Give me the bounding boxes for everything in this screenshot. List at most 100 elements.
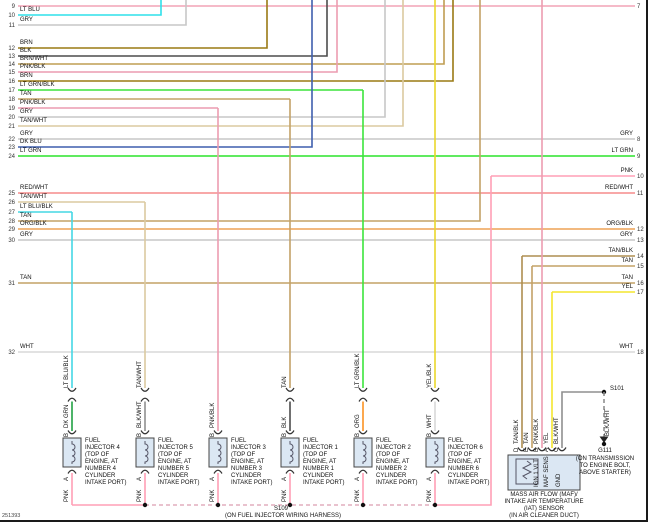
maf-title: (IN AIR CLEANER DUCT) bbox=[509, 513, 579, 519]
ground-wire-label: BLK/WHT bbox=[605, 409, 611, 436]
ground-arrow-icon bbox=[599, 436, 609, 443]
left-pin-number-11: 11 bbox=[8, 23, 15, 29]
injector-1-name: FUEL bbox=[158, 438, 174, 444]
maf-internal-label: GND bbox=[556, 473, 562, 487]
right-pin-number-10: 10 bbox=[637, 174, 644, 180]
injector-coil-icon bbox=[434, 441, 439, 464]
right-pin-label-12: ORG/BLK bbox=[606, 221, 633, 227]
injector-3-lower-wire-label: BLK bbox=[281, 416, 288, 428]
left-pin-number-24: 24 bbox=[8, 154, 15, 160]
left-pin-label-25: RED/WHT bbox=[20, 185, 48, 191]
injector-3-name: (TOP OF bbox=[303, 452, 328, 458]
left-pin-number-26: 26 bbox=[8, 200, 15, 206]
injector-1-pin-a: A bbox=[136, 476, 143, 481]
left-pin-label-32: WHT bbox=[20, 344, 34, 350]
pin-arc bbox=[140, 469, 150, 474]
left-pin-number-19: 19 bbox=[8, 106, 15, 112]
wire-left-pin-15 bbox=[18, 0, 338, 73]
injector-5-pin-a: A bbox=[426, 476, 433, 481]
right-pin-number-17: 17 bbox=[637, 290, 644, 296]
right-pin-label-18: WHT bbox=[619, 344, 633, 350]
pin-arc bbox=[213, 430, 223, 435]
injector-3-upper-wire-label: TAN bbox=[281, 376, 288, 388]
right-pin-label-17: YEL bbox=[621, 284, 633, 290]
left-pin-number-18: 18 bbox=[8, 97, 15, 103]
right-pin-number-18: 18 bbox=[637, 350, 644, 356]
pin-arc bbox=[285, 469, 295, 474]
left-pin-label-27: LT BLU/BLK bbox=[20, 204, 53, 210]
left-pin-number-20: 20 bbox=[8, 115, 15, 121]
diagram-border-right bbox=[646, 0, 648, 522]
injector-4-pin-b: B bbox=[354, 432, 361, 437]
injector-3-name: INTAKE PORT) bbox=[303, 480, 345, 486]
injector-0-pnk-label: PNK bbox=[63, 489, 70, 502]
injector-4-pnk-label: PNK bbox=[354, 489, 361, 502]
injector-2-pin-a: A bbox=[209, 476, 216, 481]
left-pin-label-19: PNK/BLK bbox=[20, 100, 46, 106]
left-pin-label-11: GRY bbox=[20, 17, 33, 23]
right-pin-label-16: TAN bbox=[621, 275, 633, 281]
splice-arc-upper bbox=[285, 387, 295, 392]
splice-arc-upper bbox=[358, 387, 368, 392]
bus-junction-dot bbox=[287, 502, 293, 508]
injector-4-name: INTAKE PORT) bbox=[376, 480, 418, 486]
left-pin-label-18: TAN bbox=[20, 91, 32, 97]
right-pin-label-15: TAN bbox=[621, 258, 633, 264]
right-pin-number-8: 8 bbox=[637, 137, 641, 143]
injector-coil-icon bbox=[144, 441, 149, 464]
injector-3-pin-b: B bbox=[281, 432, 288, 437]
injector-4-name: INJECTOR 2 bbox=[376, 445, 411, 451]
injector-0-pin-b: B bbox=[63, 432, 70, 437]
right-pin-number-15: 15 bbox=[637, 264, 644, 270]
left-pin-number-31: 31 bbox=[8, 281, 15, 287]
left-pin-number-27: 27 bbox=[8, 210, 15, 216]
left-pin-number-15: 15 bbox=[8, 70, 15, 76]
maf-internal-label: IGN 1 VLT bbox=[534, 459, 540, 487]
injector-5-name: NUMBER 6 bbox=[448, 466, 480, 472]
wire-left-pin-13 bbox=[18, 0, 328, 57]
injector-box-0 bbox=[62, 437, 82, 468]
injector-box-3 bbox=[280, 437, 300, 468]
left-pin-label-22: GRY bbox=[20, 131, 33, 137]
injector-0-name: ENGINE, AT bbox=[85, 459, 119, 465]
splice-arc-lower bbox=[140, 397, 150, 402]
left-pin-number-9: 9 bbox=[11, 4, 15, 10]
diagram-border-bottom bbox=[0, 520, 648, 522]
left-pin-label-31: TAN bbox=[20, 275, 32, 281]
injector-1-name: NUMBER 5 bbox=[158, 466, 190, 472]
left-pin-number-25: 25 bbox=[8, 191, 15, 197]
injector-0-name: CYLINDER bbox=[85, 473, 116, 479]
maf-pin-A-wire-label: YEL bbox=[543, 432, 550, 444]
maf-title: (IAT) SENSOR bbox=[524, 506, 564, 512]
maf-pin-C: C bbox=[553, 447, 560, 452]
injector-1-name: (TOP OF bbox=[158, 452, 183, 458]
injector-0-name: (TOP OF bbox=[85, 452, 110, 458]
bus-solid-right bbox=[435, 176, 492, 506]
splice-arc-upper bbox=[67, 387, 77, 392]
injector-5-name: CYLINDER bbox=[448, 473, 479, 479]
iat-resistor-frame bbox=[515, 458, 539, 485]
left-pin-label-29: ORG/BLK bbox=[20, 221, 47, 227]
injector-2-name: ENGINE, AT bbox=[231, 459, 265, 465]
left-pin-label-30: GRY bbox=[20, 232, 33, 238]
injector-3-pnk-label: PNK bbox=[281, 489, 288, 502]
ground-g111-label: G111 bbox=[598, 448, 612, 454]
bus-location-label: (ON FUEL INJECTOR WIRING HARNESS) bbox=[224, 513, 341, 519]
injector-5-name: INTAKE PORT) bbox=[448, 480, 490, 486]
left-pin-number-23: 23 bbox=[8, 145, 15, 151]
injector-2-pnk-label: PNK bbox=[209, 489, 216, 502]
pin-arc bbox=[67, 430, 77, 435]
left-pin-label-10: LT BLU bbox=[20, 7, 40, 13]
left-pin-number-30: 30 bbox=[8, 238, 15, 244]
injector-0-name: NUMBER 4 bbox=[85, 466, 117, 472]
injector-5-upper-wire-label: YEL/BLK bbox=[426, 363, 433, 388]
maf-title: INTAKE AIR TEMPERATURE bbox=[504, 499, 584, 505]
injector-0-name: FUEL bbox=[85, 438, 101, 444]
maf-pin-B-wire-label: PNK/BLK bbox=[533, 418, 540, 444]
left-pin-label-12: BRN bbox=[20, 40, 33, 46]
injector-coil-icon bbox=[289, 441, 294, 464]
right-pin-number-16: 16 bbox=[637, 281, 644, 287]
maf-title: MASS AIR FLOW (MAF)/ bbox=[510, 492, 578, 498]
injector-3-name: ENGINE, AT bbox=[303, 459, 337, 465]
